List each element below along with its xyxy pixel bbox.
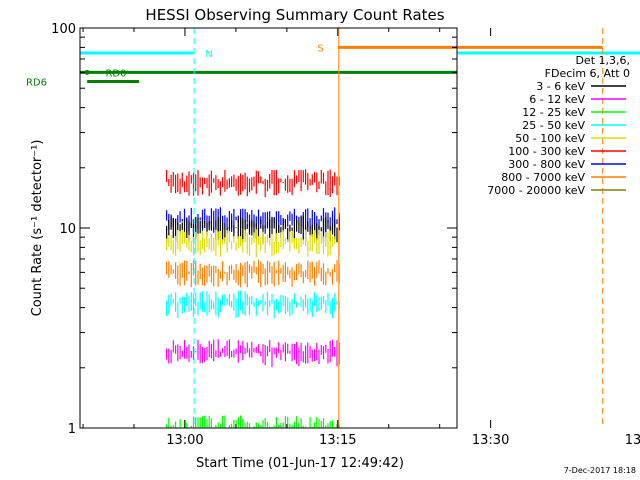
vertical-markers bbox=[193, 28, 604, 428]
legend-label: 7000 - 20000 keV bbox=[487, 184, 585, 197]
state-bar-label: N bbox=[205, 49, 212, 60]
series-noise bbox=[166, 290, 340, 319]
legend-label: 25 - 50 keV bbox=[522, 119, 585, 132]
series-noise bbox=[166, 229, 340, 258]
series-noise bbox=[166, 169, 340, 197]
series-trace bbox=[166, 339, 340, 368]
y-tick-label: 100 bbox=[51, 22, 76, 37]
x-tick-label: 13:30 bbox=[472, 433, 509, 448]
series-trace bbox=[166, 229, 340, 258]
legend-header: FDecim 6, Att 0 bbox=[545, 67, 630, 80]
y-tick-label: 10 bbox=[59, 222, 76, 237]
rd0-marker bbox=[84, 69, 90, 75]
x-tick-label: 13:00 bbox=[166, 433, 203, 448]
x-tick-label: 13:15 bbox=[319, 433, 356, 448]
legend-label: 6 - 12 keV bbox=[529, 93, 585, 106]
state-bar-label: S bbox=[317, 43, 323, 54]
footer-timestamp: 7-Dec-2017 18:18 bbox=[564, 466, 636, 475]
series-trace bbox=[166, 259, 340, 288]
x-tick-label: 13:45 bbox=[625, 433, 640, 448]
legend-label: 50 - 100 keV bbox=[515, 132, 585, 145]
legend-label: 300 - 800 keV bbox=[508, 158, 585, 171]
chart-title: HESSI Observing Summary Count Rates bbox=[145, 6, 444, 24]
state-bars: NSFRD0RD6 bbox=[26, 43, 640, 89]
x-axis-label: Start Time (01-Jun-17 12:49:42) bbox=[196, 456, 404, 471]
series-trace bbox=[166, 169, 340, 197]
legend-label: 100 - 300 keV bbox=[508, 145, 585, 158]
series-noise bbox=[166, 339, 340, 368]
state-bar-label: RD6 bbox=[26, 78, 47, 89]
series-noise bbox=[166, 259, 340, 288]
legend-header: Det 1,3,6, bbox=[575, 54, 630, 67]
series-trace bbox=[166, 290, 340, 319]
y-axis-label: Count Rate (s⁻¹ detector⁻¹) bbox=[30, 140, 45, 317]
legend-label: 3 - 6 keV bbox=[536, 80, 585, 93]
y-tick-label: 1 bbox=[68, 422, 76, 437]
state-bar-label: RD0 bbox=[105, 68, 126, 79]
legend-label: 800 - 7000 keV bbox=[501, 171, 585, 184]
legend-label: 12 - 25 keV bbox=[522, 106, 585, 119]
